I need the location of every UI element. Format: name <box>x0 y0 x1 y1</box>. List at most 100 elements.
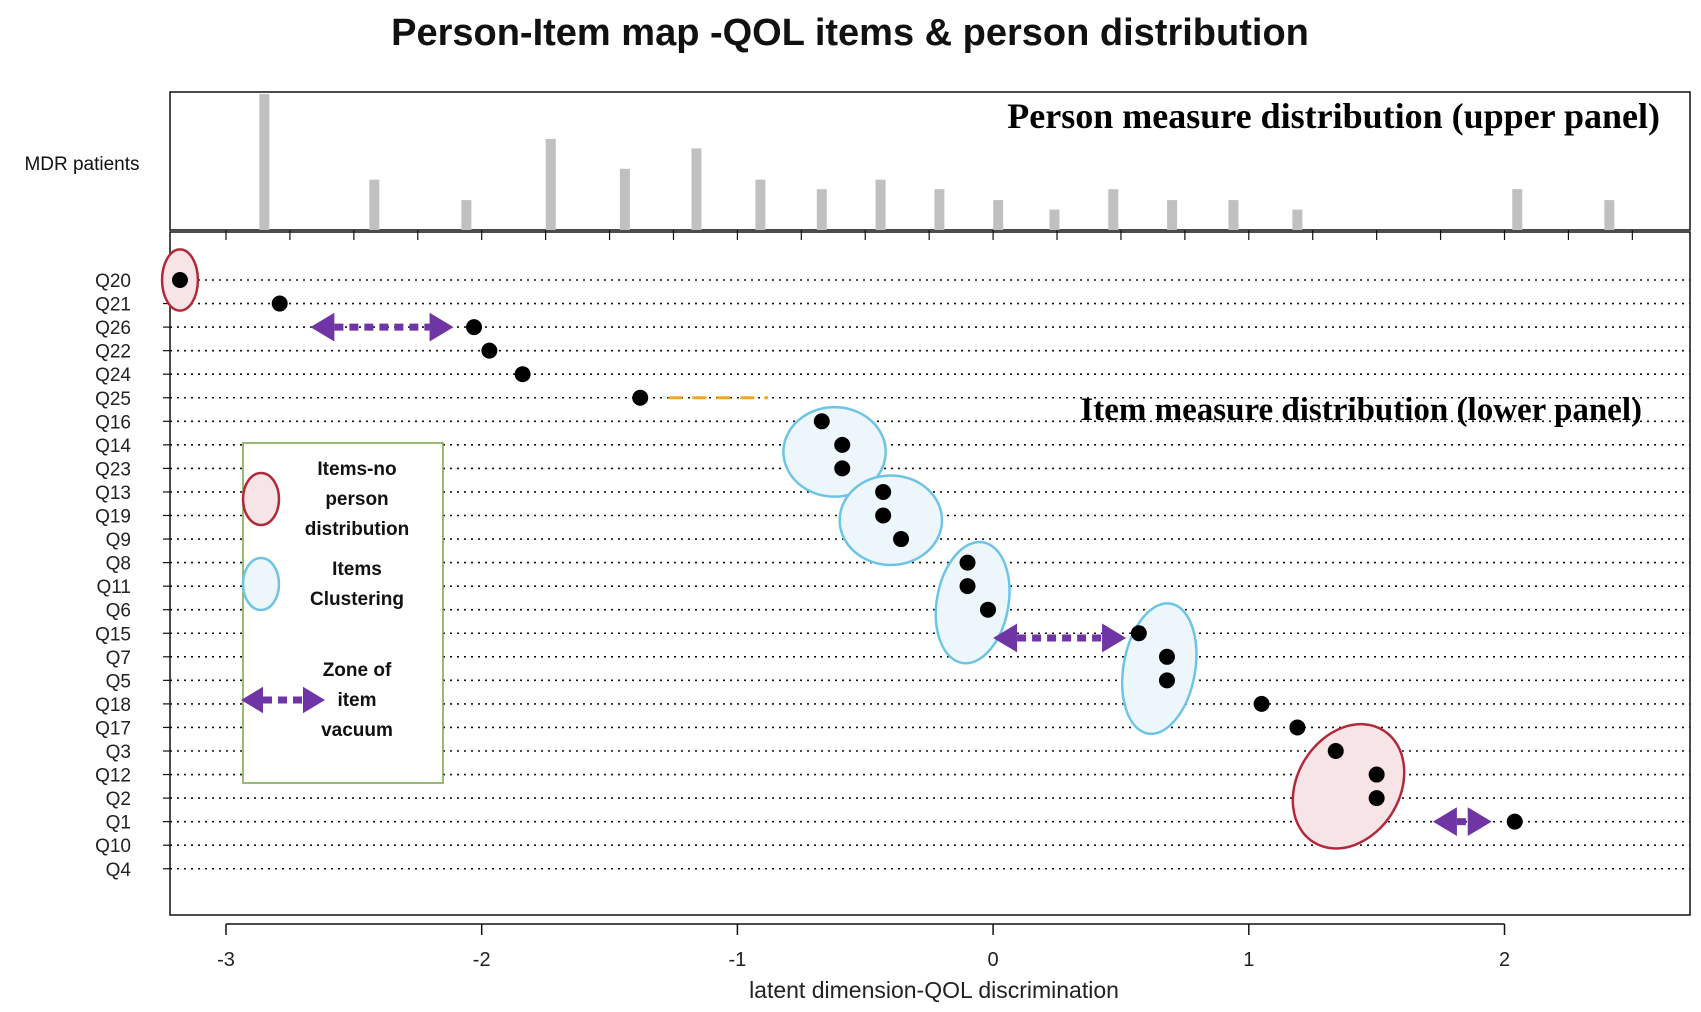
item-point-q19 <box>875 507 892 524</box>
person-distribution-panel: MDR patients Person measure distribution… <box>24 91 1691 240</box>
item-point-q11 <box>959 578 976 595</box>
item-point-q2 <box>1368 790 1385 807</box>
person-bar-0 <box>259 94 270 230</box>
row-label-q8: Q8 <box>106 554 131 575</box>
row-label-q21: Q21 <box>95 295 131 316</box>
item-point-q1 <box>1506 813 1523 830</box>
item-point-q3 <box>1327 743 1344 759</box>
cluster-ellipse-0 <box>782 405 887 498</box>
legend-no-person-symbol <box>241 471 281 527</box>
vacuum-arrow-1-head-left <box>993 623 1018 653</box>
row-label-q26: Q26 <box>95 318 131 339</box>
x-tick-label: -1 <box>729 949 747 971</box>
row-label-q9: Q9 <box>106 530 131 551</box>
legend-label-line: distribution <box>305 519 409 540</box>
item-point-q16 <box>813 413 830 430</box>
person-bar-5 <box>691 148 702 230</box>
legend-vacuum-symbol-head-left <box>241 686 263 714</box>
legend-entries: Items-no person distribution Items Clusterin… <box>241 459 409 741</box>
person-measure-annotation: Person measure distribution (upper panel… <box>1007 96 1660 136</box>
person-bar-12 <box>1108 189 1119 230</box>
row-label-q2: Q2 <box>106 789 131 810</box>
person-bar-13 <box>1167 200 1178 230</box>
item-point-q24 <box>514 366 531 383</box>
row-label-q23: Q23 <box>95 459 131 480</box>
vacuum-arrow-0 <box>310 312 454 342</box>
item-point-q15 <box>1130 625 1147 642</box>
item-measure-annotation: Item measure distribution (lower panel) <box>1080 392 1642 428</box>
vacuum-arrows <box>310 312 1492 837</box>
item-point-q26 <box>466 319 483 336</box>
vacuum-arrow-2 <box>1432 807 1492 837</box>
row-label-q16: Q16 <box>95 412 131 433</box>
person-bar-17 <box>1604 200 1615 230</box>
cluster-ellipse-3 <box>1120 602 1198 736</box>
row-label-q13: Q13 <box>95 483 131 504</box>
x-axis-ticks: -3 -2 -1 0 1 2 <box>217 924 1510 971</box>
item-point-q14 <box>834 436 851 453</box>
x-tick-label: -3 <box>217 949 235 971</box>
highlight-shapes <box>160 248 1406 850</box>
x-axis-title: latent dimension-QOL discrimination <box>749 977 1119 1003</box>
person-bar-8 <box>875 179 886 230</box>
item-point-q20 <box>171 272 188 288</box>
row-label-q7: Q7 <box>106 648 131 669</box>
x-tick-label: 0 <box>988 949 999 971</box>
x-tick-label: 1 <box>1243 949 1254 971</box>
row-label-q17: Q17 <box>95 718 131 739</box>
legend-label-line: person <box>325 489 388 510</box>
row-label-q19: Q19 <box>95 507 131 528</box>
legend-vacuum-symbol <box>241 686 325 714</box>
item-points <box>171 272 1523 830</box>
person-bar-2 <box>461 200 472 230</box>
item-point-q13 <box>875 483 892 500</box>
vacuum-arrow-1-head-right <box>1102 623 1127 653</box>
row-label-q22: Q22 <box>95 342 131 363</box>
row-label-q15: Q15 <box>95 624 131 645</box>
row-label-q18: Q18 <box>95 695 131 716</box>
row-label-q11: Q11 <box>96 577 131 598</box>
item-point-q18 <box>1253 695 1270 712</box>
row-label-q6: Q6 <box>106 601 131 622</box>
row-label-q4: Q4 <box>106 860 132 881</box>
item-point-q7 <box>1158 648 1175 665</box>
legend-label-line: Clustering <box>310 589 404 610</box>
person-bar-16 <box>1512 189 1523 230</box>
no-person-ellipse-1 <box>1291 722 1406 850</box>
lower-panel-frame <box>169 231 1691 916</box>
x-tick-label: -2 <box>473 949 491 971</box>
vacuum-arrow-0-head-right <box>429 312 454 342</box>
upper-panel-frame <box>169 91 1691 231</box>
item-point-q5 <box>1158 672 1175 689</box>
vacuum-arrow-1 <box>993 623 1127 653</box>
item-point-q9 <box>893 531 910 548</box>
cluster-ellipse-2 <box>934 540 1011 665</box>
row-label-q3: Q3 <box>106 742 131 763</box>
item-point-q8 <box>959 554 976 571</box>
x-tick-label: 2 <box>1499 949 1510 971</box>
legend-label-line: Zone of <box>323 660 392 681</box>
vacuum-arrow-0-head-left <box>310 312 335 342</box>
row-label-q24: Q24 <box>95 365 131 386</box>
person-bar-6 <box>755 179 766 230</box>
item-point-q21 <box>271 295 288 312</box>
row-label-q14: Q14 <box>95 436 131 457</box>
upper-panel-ylabel: MDR patients <box>24 154 139 175</box>
item-point-q6 <box>979 601 996 618</box>
person-bar-3 <box>545 138 556 230</box>
cluster-ellipse-1 <box>838 474 944 567</box>
legend-label-line: vacuum <box>321 720 393 741</box>
person-bar-4 <box>619 168 630 230</box>
legend-label-line: Items-no <box>317 459 396 480</box>
person-bar-1 <box>369 179 380 230</box>
row-label-q1: Q1 <box>106 813 131 834</box>
row-label-q12: Q12 <box>95 766 131 787</box>
item-point-q25 <box>632 389 649 406</box>
item-point-q22 <box>481 342 498 359</box>
vacuum-arrow-2-head-left <box>1432 807 1457 837</box>
person-bar-15 <box>1292 209 1303 230</box>
person-bars <box>259 94 1615 230</box>
chart-title: Person-Item map -QOL items & person dist… <box>391 12 1309 54</box>
legend: Items-no person distribution Items Clusterin… <box>241 442 444 784</box>
